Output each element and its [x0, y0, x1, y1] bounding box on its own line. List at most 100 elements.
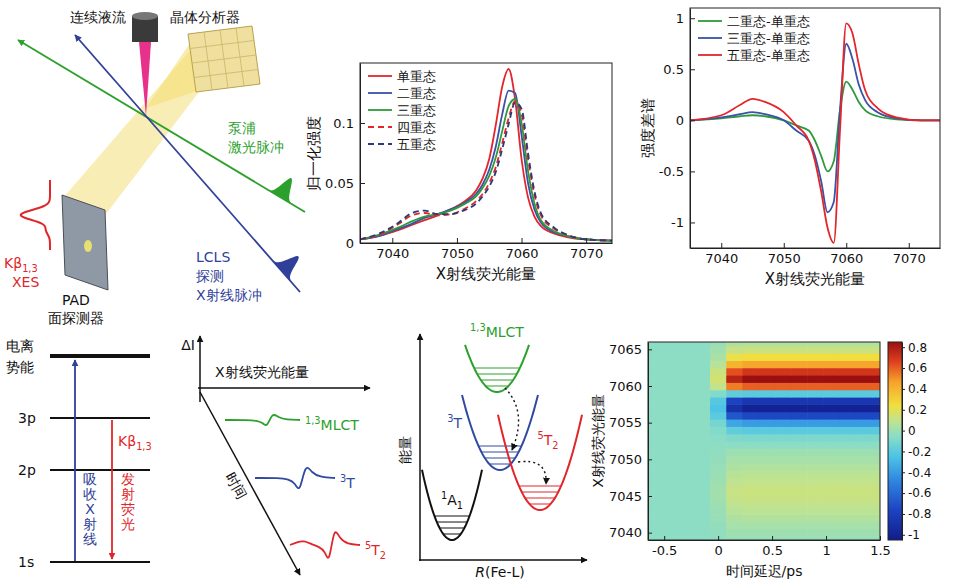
heatmap-cell — [807, 353, 824, 361]
heatmap-cell — [823, 485, 840, 493]
heatmap-cell — [759, 485, 776, 493]
colorbar-tick-mark — [902, 493, 905, 494]
analyzer-grid — [236, 28, 244, 86]
heatmap-cell — [742, 470, 759, 478]
heatmap-cell — [759, 382, 776, 390]
heatmap-cell — [678, 404, 695, 412]
state-label-part: 2 — [380, 550, 386, 561]
heatmap-cell — [807, 404, 824, 412]
heatmap-cell — [742, 360, 759, 368]
xes-line-label-part: 1,3 — [22, 263, 38, 274]
coordinate-axis-title-part: R — [475, 564, 485, 580]
heatmap-cell — [775, 375, 792, 383]
plot-area — [690, 23, 940, 243]
heatmap-cell — [648, 375, 662, 383]
pump-pulse — [263, 168, 309, 207]
heatmap-cell — [661, 500, 678, 508]
heatmap-cell — [775, 368, 792, 376]
colorbar-tick-label: -0.6 — [908, 486, 931, 500]
heatmap-cell — [759, 368, 776, 376]
crystal-analyzer — [188, 26, 260, 92]
heatmap-cell — [648, 353, 662, 361]
colorbar-axis: 0.80.60.40.20-0.2-0.4-0.6-0.8-1 — [902, 341, 931, 543]
heatmap-cell — [759, 529, 776, 537]
heatmap-cell — [678, 441, 695, 449]
heatmap-cell — [742, 514, 759, 522]
heatmap-cell — [872, 441, 880, 449]
schematic-difference — [225, 415, 300, 425]
heatmap-cell — [648, 470, 662, 478]
heatmap-cell — [807, 382, 824, 390]
heatmap-cell — [694, 441, 711, 449]
heatmap-cell — [710, 390, 727, 398]
heatmap-cell — [678, 478, 695, 486]
line-chart: 704070507060707000.050.1X射线荧光能量归一化强度单重态二… — [305, 63, 612, 283]
y-tick-label: 7065 — [609, 342, 642, 357]
colorbar-tick-label: 0 — [908, 424, 916, 438]
heatmap-cell — [872, 346, 880, 354]
heatmap-cell — [694, 522, 711, 530]
colorbar-tick-label: -0.8 — [908, 507, 931, 521]
y-tick-mark — [360, 183, 365, 184]
heatmap-cell — [759, 426, 776, 434]
heatmap-cell — [726, 346, 743, 354]
heatmap-cell — [726, 456, 743, 464]
y-tick-mark — [648, 496, 652, 497]
heatmap-cell — [742, 448, 759, 456]
heatmap-cell — [742, 434, 759, 442]
heatmap-cell — [648, 434, 662, 442]
heatmap-cell — [791, 419, 808, 427]
energy-axis-title: 能量 — [397, 436, 413, 464]
y-tick: 7055 — [609, 415, 652, 430]
heatmap-cell — [742, 382, 759, 390]
colorbar-tick: 0 — [902, 424, 916, 438]
colorbar — [888, 342, 902, 540]
x-tick-mark — [880, 536, 881, 540]
absorb-label-char: 收 — [83, 486, 97, 502]
heatmap-cell — [823, 342, 840, 346]
heatmap-cell — [823, 397, 840, 405]
emission-arrow — [111, 420, 113, 559]
series-line — [360, 101, 612, 240]
y-axis: 704070457050705570607065 — [609, 342, 652, 541]
heatmap-cell — [661, 448, 678, 456]
heatmap-cell — [840, 470, 857, 478]
heatmap-cell — [775, 353, 792, 361]
heatmap-cell — [775, 514, 792, 522]
heatmap-cell — [807, 419, 824, 427]
heatmap-cell — [856, 500, 873, 508]
ionization-label: 势能 — [6, 359, 34, 375]
heatmap-cell — [710, 478, 727, 486]
heatmap-cell — [678, 470, 695, 478]
heatmap-cell — [742, 412, 759, 420]
heatmap-cell — [661, 463, 678, 471]
heatmap-cell — [872, 470, 880, 478]
heatmap-cell — [775, 346, 792, 354]
colorbar-tick-mark — [902, 514, 905, 515]
heatmap-cell — [648, 456, 662, 464]
plot-area — [648, 342, 880, 540]
state-label-part: 1,3 — [470, 322, 486, 333]
energy-arrow — [198, 387, 370, 389]
heatmap-cell — [694, 412, 711, 420]
x-tick-mark — [721, 243, 722, 248]
setup-schematic: 连续液流晶体分析器泵浦激光脉冲LCLS探测X射线脉冲PAD面探测器Kβ1,3XE… — [4, 9, 312, 326]
heatmap-cell — [791, 529, 808, 537]
heatmap-cell — [726, 353, 743, 361]
heatmap-cell — [856, 470, 873, 478]
y-tick: 7060 — [609, 379, 652, 394]
heatmap-cell — [742, 500, 759, 508]
heatmap-cell — [742, 346, 759, 354]
heatmap-cell — [791, 382, 808, 390]
heatmap-cell — [648, 529, 662, 537]
heatmap-cell — [726, 463, 743, 471]
x-tick: 7070 — [893, 243, 926, 266]
heatmap-cell — [791, 448, 808, 456]
heatmap-cell — [694, 448, 711, 456]
x-tick-label: 7050 — [441, 246, 474, 261]
absorb-label: 吸收X射线 — [83, 471, 97, 547]
heatmap-cell — [856, 375, 873, 383]
heatmap-cell — [823, 390, 840, 398]
heatmap-cell — [726, 529, 743, 537]
pump-label: 泵浦 — [228, 120, 256, 136]
